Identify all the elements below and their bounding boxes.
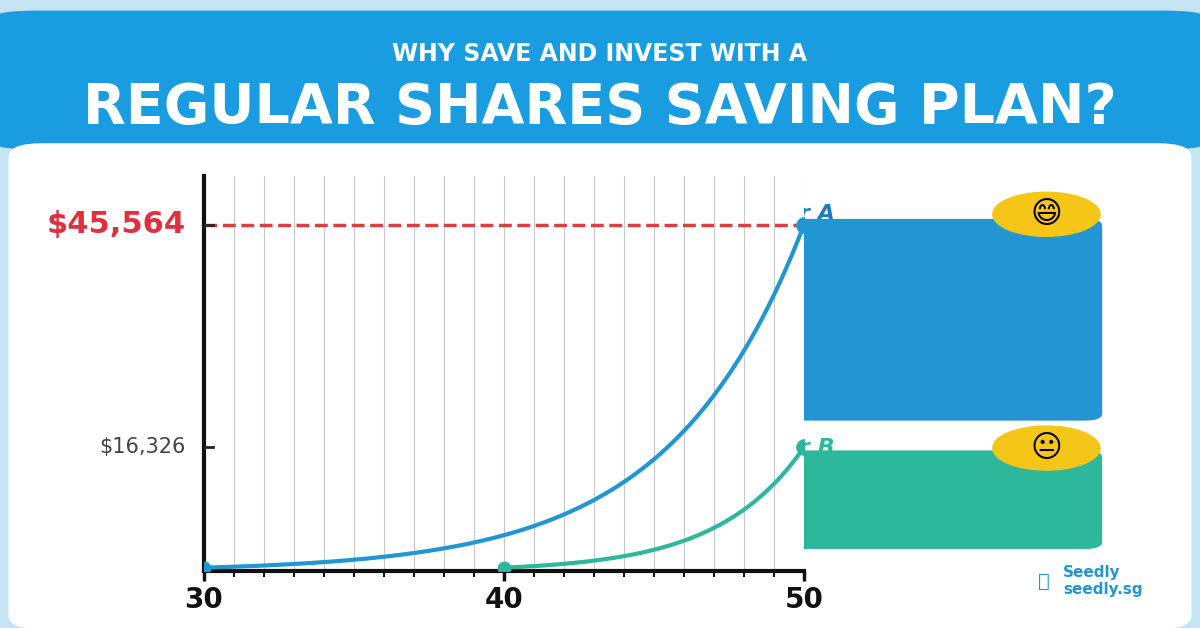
Text: Investor A: Investor A — [706, 204, 835, 224]
FancyBboxPatch shape — [655, 219, 1103, 421]
Text: •  Regrets not
starting earlier: • Regrets not starting earlier — [691, 480, 833, 519]
Text: WHY SAVE AND INVEST WITH A: WHY SAVE AND INVEST WITH A — [392, 42, 808, 67]
Circle shape — [992, 192, 1100, 236]
Text: •  Uses DCA: • Uses DCA — [691, 301, 803, 320]
Text: Investor B: Investor B — [706, 438, 835, 458]
Text: $45,564: $45,564 — [47, 210, 186, 239]
FancyBboxPatch shape — [655, 450, 1103, 549]
Text: •  Starts early: • Starts early — [691, 242, 824, 260]
Text: 😄: 😄 — [1031, 200, 1062, 229]
Text: REGULAR SHARES SAVING PLAN?: REGULAR SHARES SAVING PLAN? — [83, 82, 1117, 136]
Text: 😐: 😐 — [1031, 433, 1062, 463]
FancyBboxPatch shape — [8, 143, 1192, 628]
Text: Seedly
seedly.sg: Seedly seedly.sg — [1063, 565, 1142, 597]
Circle shape — [992, 426, 1100, 470]
Text: •  Uses compound
interest to his
advantage: • Uses compound interest to his advantag… — [691, 350, 862, 409]
FancyBboxPatch shape — [0, 11, 1200, 149]
Text: $16,326: $16,326 — [100, 437, 186, 457]
Text: 💧: 💧 — [1038, 571, 1050, 590]
